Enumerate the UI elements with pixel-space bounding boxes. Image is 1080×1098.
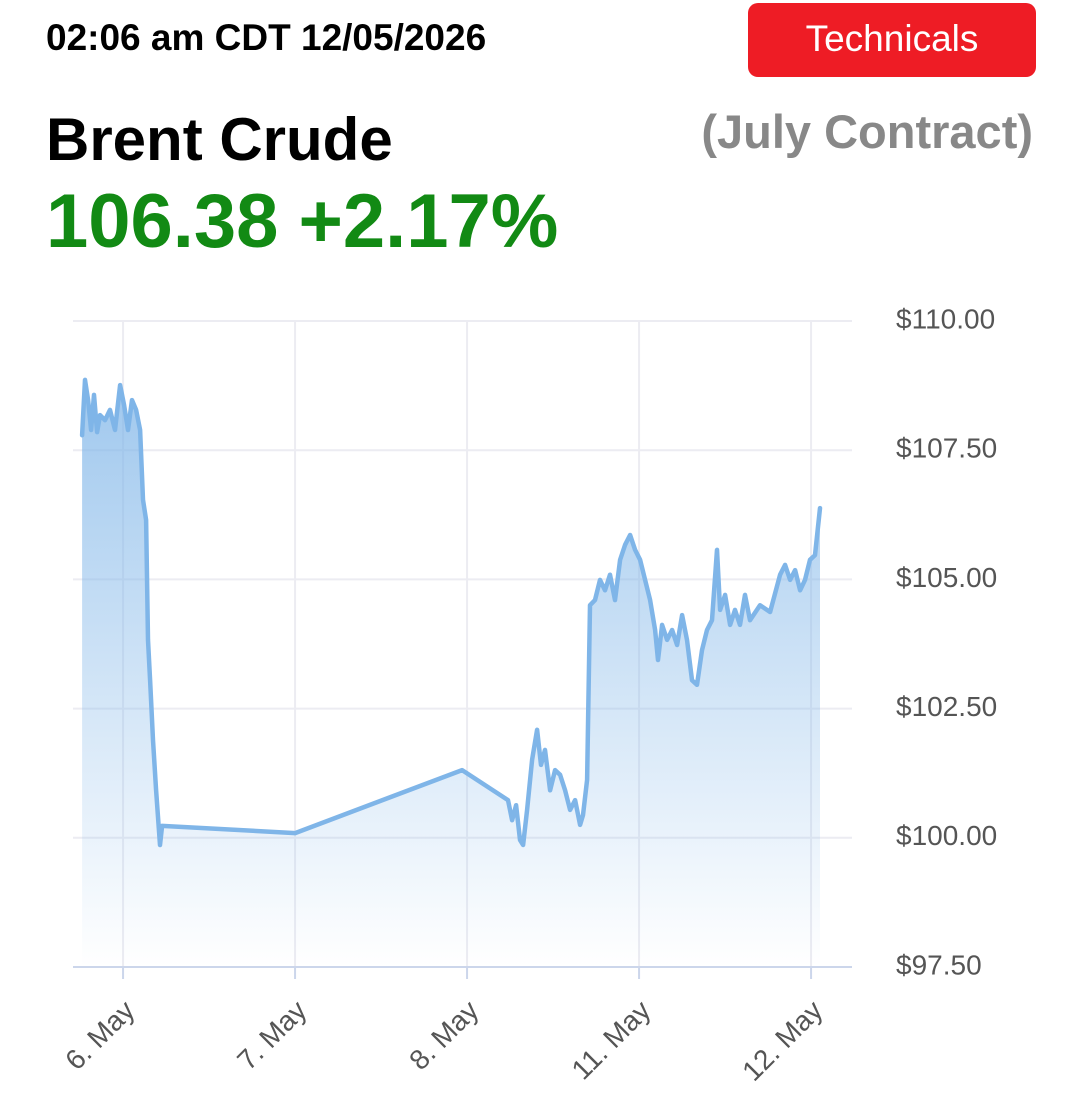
- timestamp: 02:06 am CDT 12/05/2026: [46, 17, 486, 58]
- y-tick-label: $97.50: [896, 949, 982, 980]
- x-tick-label: 11. May: [566, 995, 657, 1086]
- price-line: 106.38 +2.17%: [46, 179, 558, 264]
- button-background[interactable]: [748, 3, 1036, 77]
- x-tick-label: 8. May: [403, 995, 484, 1076]
- x-tick-label: 12. May: [736, 995, 828, 1087]
- y-tick-label: $102.50: [896, 691, 997, 722]
- chart: $110.00 $107.50 $105.00 $102.50 $100.00 $97.5…: [59, 303, 997, 1087]
- instrument-name: Brent Crude: [46, 106, 393, 173]
- change: +2.17%: [298, 179, 558, 264]
- technicals-button[interactable]: Technicals: [748, 3, 1036, 77]
- y-tick-label: $107.50: [896, 433, 997, 464]
- price: 106.38: [46, 179, 278, 264]
- x-tick-label: 6. May: [59, 995, 140, 1076]
- y-tick-label: $100.00: [896, 820, 997, 851]
- y-tick-label: $110.00: [896, 303, 995, 334]
- x-tick-label: 7. May: [231, 995, 312, 1076]
- button-label[interactable]: Technicals: [806, 18, 979, 59]
- area: [82, 379, 821, 967]
- contract: (July Contract): [701, 105, 1033, 158]
- y-tick-label: $105.00: [896, 562, 997, 593]
- line: [79, 377, 823, 848]
